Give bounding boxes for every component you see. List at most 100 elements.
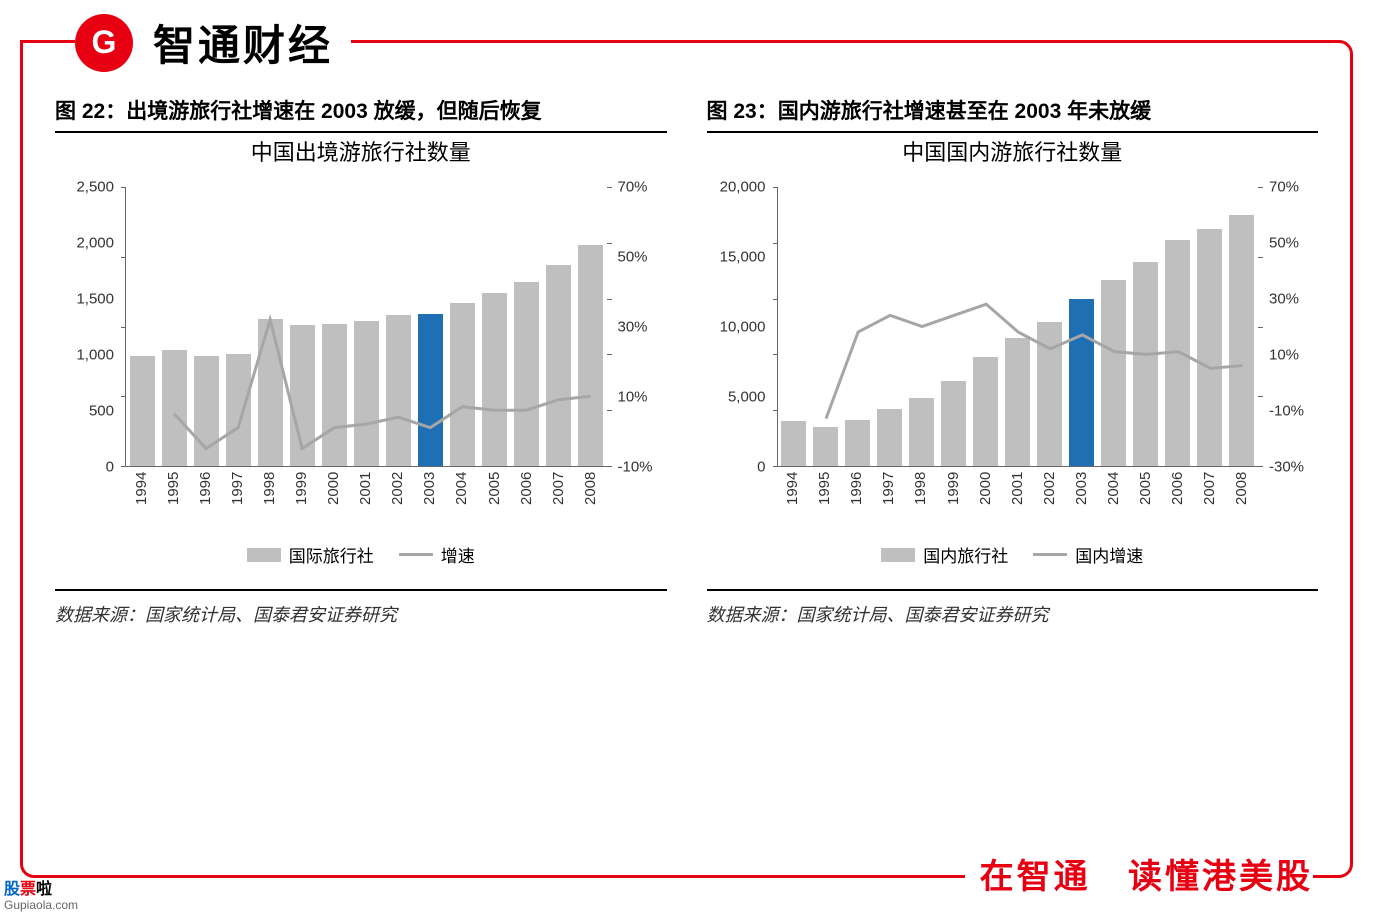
x-axis-label: 2005 [486,472,503,527]
bar [130,356,155,466]
y-axis-right-label: -10% [618,459,653,476]
y-axis-right-label: 10% [618,389,648,406]
x-axis-label: 1998 [912,472,929,527]
y-axis-left-label: 5,000 [716,389,766,406]
x-axis-label: 2006 [1169,472,1186,527]
y-axis-left-label: 2,500 [64,179,114,196]
y-axis-left-label: 1,500 [64,291,114,308]
y-axis-right-label: 70% [1269,179,1299,196]
x-axis-label: 1994 [784,472,801,527]
bar [1229,215,1254,466]
legend-swatch-bar [247,548,281,562]
plot-area [125,187,607,467]
y-axis-right-label: -30% [1269,459,1304,476]
x-axis-label: 1995 [816,472,833,527]
watermark-char: 股 [4,881,20,898]
chart-plot-right: 05,00010,00015,00020,000-30%-10%10%30%50… [717,187,1309,527]
slogan-part1: 在智通 [980,858,1091,896]
legend: 国际旅行社 增速 [55,542,667,567]
chart-caption: 图 22：出境游旅行社增速在 2003 放缓，但随后恢复 [55,95,667,133]
x-axis-label: 1998 [261,472,278,527]
bar [354,321,379,466]
bar [194,356,219,466]
bar [546,265,571,466]
bar [845,420,870,466]
y-axis-left-label: 15,000 [716,249,766,266]
bar [226,354,251,466]
charts-container: 图 22：出境游旅行社增速在 2003 放缓，但随后恢复 中国出境游旅行社数量 … [55,95,1318,627]
y-axis-right-label: -10% [1269,403,1304,420]
legend-item-line: 国内增速 [1033,542,1143,567]
legend-item-bar: 国际旅行社 [247,542,374,567]
x-axis-label: 2006 [518,472,535,527]
x-axis-label: 2003 [1073,472,1090,527]
legend-swatch-bar [881,548,915,562]
x-axis-label: 2001 [357,472,374,527]
legend-item-bar: 国内旅行社 [881,542,1008,567]
bar [941,381,966,466]
brand-header: G 智通财经 [75,12,351,73]
y-axis-right-label: 30% [1269,291,1299,308]
watermark-char: 啦 [36,881,52,898]
x-axis-label: 1996 [848,472,865,527]
bar [386,315,411,466]
legend-item-line: 增速 [399,542,475,567]
x-axis-label: 1997 [229,472,246,527]
watermark: 股票啦 Gupiaola.com [4,881,78,912]
x-axis: 1994199519961997199819992000200120022003… [777,472,1259,527]
x-axis-label: 2000 [325,472,342,527]
legend-swatch-line [1033,553,1067,556]
x-axis-label: 1999 [945,472,962,527]
x-axis-label: 2007 [550,472,567,527]
x-axis-label: 2005 [1137,472,1154,527]
watermark-url: Gupiaola.com [4,899,78,912]
y-axis-left-label: 1,000 [64,347,114,364]
legend: 国内旅行社 国内增速 [707,542,1319,567]
y-axis-right-label: 50% [618,249,648,266]
bar [162,350,187,466]
x-axis-label: 2002 [1041,472,1058,527]
x-axis-label: 1995 [165,472,182,527]
bar [1005,338,1030,466]
data-source: 数据来源：国家统计局、国泰君安证券研究 [55,589,667,627]
x-axis-label: 1999 [293,472,310,527]
x-axis-label: 2001 [1009,472,1026,527]
bar [877,409,902,466]
y-axis-right-label: 70% [618,179,648,196]
legend-label: 国内增速 [1075,542,1143,567]
y-axis-right-label: 30% [618,319,648,336]
y-axis-right-label: 50% [1269,235,1299,252]
y-axis-left-label: 0 [716,459,766,476]
chart-title: 中国出境游旅行社数量 [55,135,667,167]
bar [1133,262,1158,466]
y-axis-right-label: 10% [1269,347,1299,364]
right-chart-panel: 图 23：国内游旅行社增速甚至在 2003 年未放缓 中国国内游旅行社数量 05… [707,95,1319,627]
x-axis-label: 1996 [197,472,214,527]
left-chart-panel: 图 22：出境游旅行社增速在 2003 放缓，但随后恢复 中国出境游旅行社数量 … [55,95,667,627]
legend-swatch-line [399,553,433,556]
bar [482,293,507,466]
bar [1197,229,1222,466]
y-axis-left-label: 10,000 [716,319,766,336]
y-axis-left-label: 500 [64,403,114,420]
legend-label: 国际旅行社 [289,542,374,567]
slogan: 在智通 读懂港美股 [965,849,1313,898]
bar [450,303,475,466]
x-axis-label: 2007 [1201,472,1218,527]
bar [1165,240,1190,466]
y-axis-left-label: 20,000 [716,179,766,196]
chart-title: 中国国内游旅行社数量 [707,135,1319,167]
bar [909,398,934,466]
bar [322,324,347,466]
y-axis-left-label: 2,000 [64,235,114,252]
bar [418,314,443,466]
bar [578,245,603,466]
x-axis-label: 1997 [880,472,897,527]
bar [514,282,539,466]
bar [973,357,998,466]
data-source: 数据来源：国家统计局、国泰君安证券研究 [707,589,1319,627]
y-axis-left-label: 0 [64,459,114,476]
bar [1069,299,1094,466]
legend-label: 增速 [441,542,475,567]
bar [290,325,315,466]
